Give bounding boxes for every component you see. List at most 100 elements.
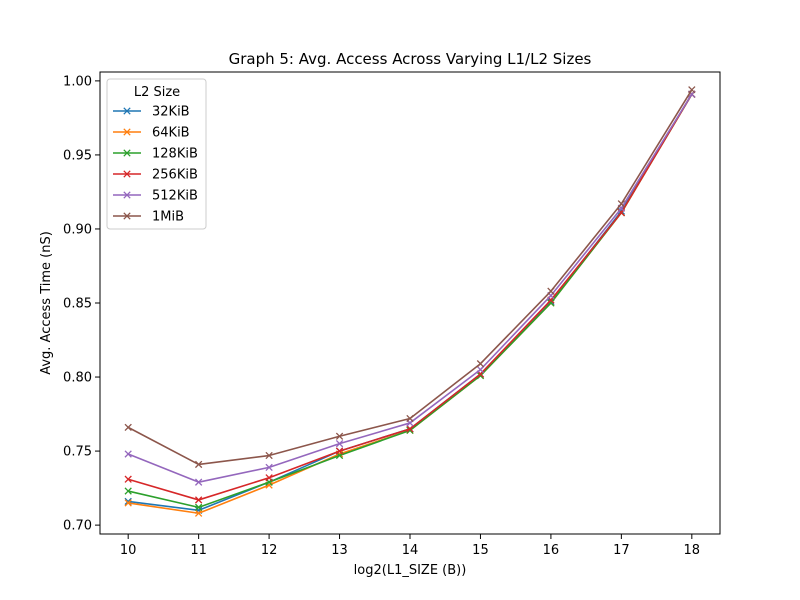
y-axis: 0.70 0.75 0.80 0.85 0.90 0.95 1.00 (63, 74, 100, 534)
data-point (124, 450, 132, 458)
y-tick-label: 0.80 (63, 371, 92, 386)
x-tick-label: 16 (543, 543, 560, 558)
y-tick-label: 0.85 (63, 297, 92, 312)
data-point (688, 86, 696, 94)
data-point (124, 423, 132, 432)
marker-stroke (265, 474, 273, 482)
marker-stroke (265, 451, 273, 460)
legend-marker (123, 212, 131, 220)
chart-title: Graph 5: Avg. Access Across Varying L1/L… (229, 50, 592, 68)
data-point (335, 447, 344, 455)
series-line (127, 93, 693, 509)
data-point (406, 425, 414, 433)
marker-stroke (476, 360, 485, 368)
data-point (335, 432, 344, 440)
data-point (124, 499, 132, 507)
x-tick-label: 10 (120, 543, 137, 558)
marker-stroke (194, 460, 203, 469)
x-tick-label: 15 (472, 543, 489, 558)
y-axis-label: Avg. Access Time (nS) (39, 231, 54, 375)
data-point (194, 460, 203, 469)
marker-stroke (476, 371, 485, 380)
x-tick-label: 14 (402, 543, 419, 558)
series-line (128, 93, 693, 512)
marker-stroke (335, 440, 344, 448)
legend-entry: 32KiB (113, 105, 190, 120)
y-tick-label: 1.00 (63, 74, 92, 89)
x-tick-label: 17 (613, 543, 630, 558)
data-point (476, 365, 485, 374)
legend-label: 1MiB (152, 210, 184, 225)
series-128KiB (124, 90, 696, 512)
marker-stroke (124, 487, 132, 495)
legend-label: 512KiB (152, 189, 198, 204)
marker-stroke (547, 287, 555, 295)
marker-stroke (123, 128, 131, 136)
series-1MiB (124, 86, 696, 469)
series-line (128, 93, 693, 515)
marker-stroke (194, 478, 203, 486)
legend-entry: 1MiB (113, 210, 184, 225)
x-axis-label: log2(L1_SIZE (B)) (354, 563, 467, 578)
legend-entry: 64KiB (113, 126, 190, 141)
legend-label: 256KiB (152, 168, 198, 183)
marker-stroke (194, 509, 203, 517)
legend: L2 Size 32KiB 64KiB 128KiB 256KiB 512KiB 1MiB (106, 78, 207, 230)
y-tick-label: 0.70 (63, 519, 92, 534)
x-tick-label: 18 (684, 543, 701, 558)
data-point (194, 509, 203, 517)
data-point (547, 287, 555, 295)
marker-stroke (406, 414, 414, 423)
series-line (127, 93, 693, 501)
y-tick-label: 0.75 (63, 445, 92, 460)
series-line (127, 93, 693, 483)
data-point (476, 360, 485, 368)
marker-stroke (124, 423, 132, 432)
marker-stroke (194, 503, 203, 512)
marker-stroke (123, 212, 131, 220)
legend-marker (123, 149, 131, 157)
marker-stroke (476, 365, 485, 374)
data-point (194, 503, 203, 512)
series-line (127, 89, 693, 466)
legend-marker (123, 170, 131, 178)
marker-stroke (124, 499, 132, 507)
data-point (476, 371, 485, 380)
y-tick-label: 0.90 (63, 222, 92, 237)
marker-stroke (688, 86, 696, 94)
marker-stroke (547, 299, 555, 307)
marker-stroke (124, 450, 132, 458)
marker-stroke (123, 107, 131, 115)
data-point (194, 496, 203, 504)
x-tick-label: 13 (331, 543, 348, 558)
data-point (265, 463, 273, 472)
legend-marker (123, 128, 131, 136)
data-point (547, 299, 555, 307)
legend-box (106, 78, 207, 230)
data-point (124, 487, 132, 495)
plot-area (124, 86, 696, 517)
x-tick-label: 11 (190, 543, 207, 558)
marker-stroke (617, 200, 626, 208)
data-point (265, 474, 273, 482)
marker-stroke (194, 496, 203, 504)
legend-entry: 128KiB (113, 147, 198, 162)
data-point (124, 475, 132, 483)
series-32KiB (124, 90, 696, 514)
data-point (406, 414, 414, 423)
y-tick-label: 0.95 (63, 148, 92, 163)
legend-marker (123, 191, 131, 199)
legend-entry: 256KiB (113, 168, 198, 183)
marker-stroke (265, 481, 273, 489)
marker-stroke (123, 149, 131, 157)
marker-stroke (335, 432, 344, 440)
data-point (335, 440, 344, 448)
data-point (194, 478, 203, 486)
marker-stroke (123, 170, 131, 178)
legend-label: 128KiB (152, 147, 198, 162)
marker-stroke (124, 497, 132, 506)
marker-stroke (406, 425, 414, 433)
legend-entry: 512KiB (113, 189, 198, 204)
series-256KiB (124, 90, 696, 504)
